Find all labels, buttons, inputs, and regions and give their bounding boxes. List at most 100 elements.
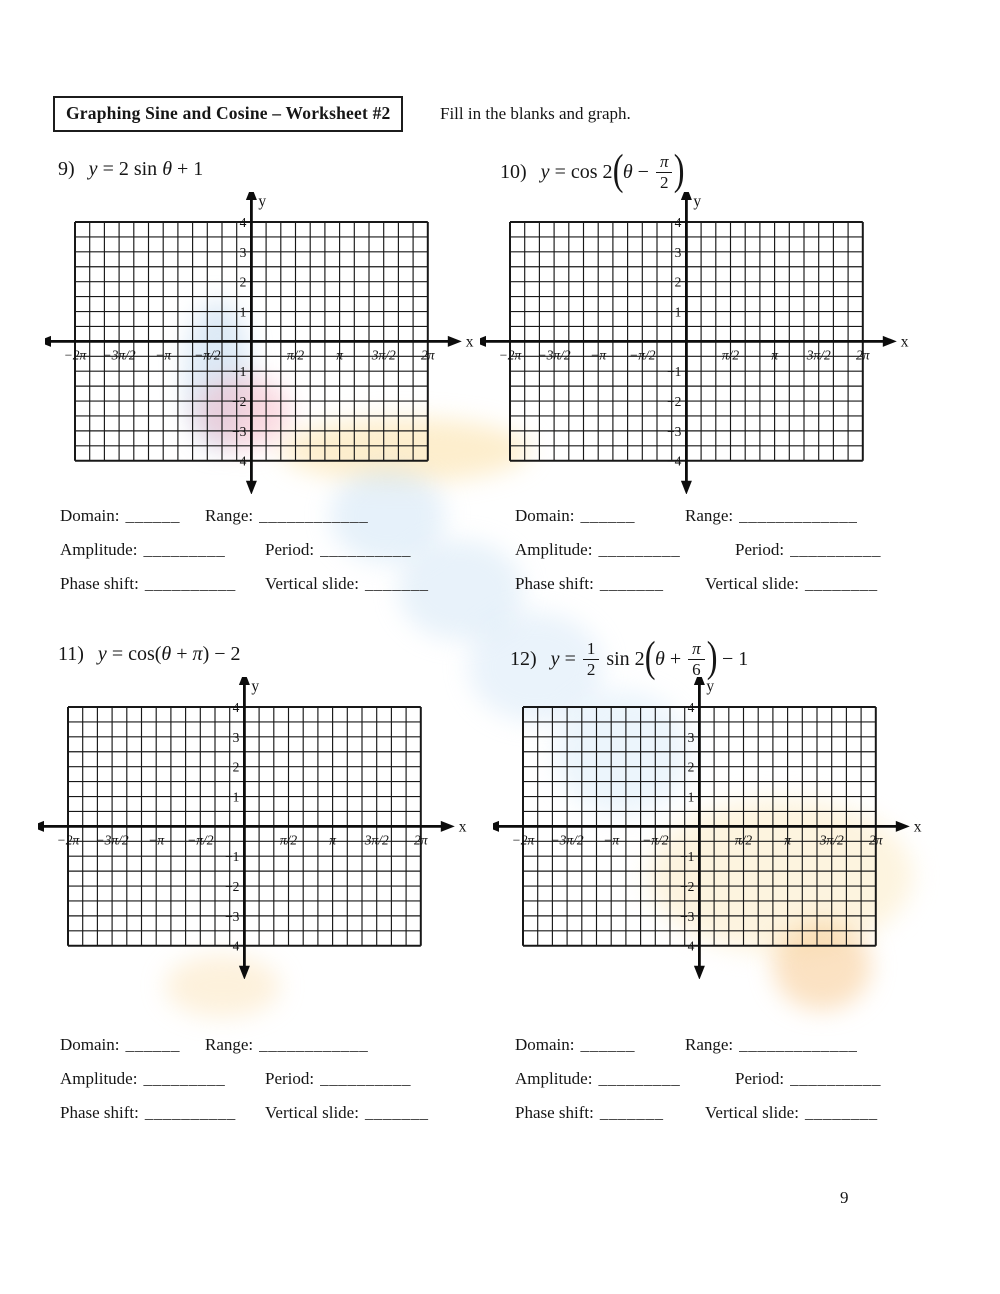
y-tick-label: 1 [233,790,240,805]
phase-shift-label: Phase shift: [515,574,594,593]
phase-shift-blank: _______ [599,574,664,593]
problem-9-equation: 9) y = 2 sin θ + 1 [58,158,204,180]
y-tick-label: −2 [680,879,694,894]
coordinate-grid: x y −2π −3π/2 −π −π/2 π/2 π 3π/2 2π 4 3 2 1 −1 −2 −3 −4 [485,671,922,980]
y-tick-label: 2 [233,760,240,775]
x-tick-label: π [771,347,779,362]
y-axis-up-arrow-icon [693,671,705,685]
domain-label: Domain: [60,506,120,525]
amplitude-label: Amplitude: [515,540,593,559]
problem-number: 11) [58,643,84,665]
period-blank: __________ [320,1069,412,1088]
phase-shift-label: Phase shift: [515,1103,594,1122]
x-tick-label: −π/2 [629,347,656,362]
domain-label: Domain: [515,1035,575,1054]
x-tick-label: π [784,832,792,847]
vertical-slide-label: Vertical slide: [265,574,359,593]
y-tick-label: 1 [240,305,247,320]
range-blank: ____________ [259,1035,369,1054]
period-blank: __________ [790,540,882,559]
graph-problem-10: x y −2π −3π/2 −π −π/2 π/2 π 3π/2 2π 4 3 2 1 −1 −2 −3 −4 [472,186,920,495]
x-axis-left-arrow-icon [37,335,51,347]
x-tick-label: π [329,832,337,847]
period-label: Period: [735,1069,785,1088]
x-tick-label: −π [155,347,172,362]
x-tick-label: −π/2 [194,347,221,362]
x-tick-label: −π [148,832,165,847]
x-tick-label: −π/2 [642,832,669,847]
y-tick-label: −4 [680,939,695,954]
y-axis-up-arrow-icon [680,186,692,200]
x-axis-label: x [466,333,474,350]
x-tick-label: −π [590,347,607,362]
problem-10-equation: 10) y = cos 2(θ − π 2) [500,147,686,194]
period-label: Period: [265,540,315,559]
x-tick-label: 2π [414,832,429,847]
y-tick-label: −3 [667,424,682,439]
y-tick-label: 4 [233,700,240,715]
x-tick-label: −2π [57,832,81,847]
x-axis-label: x [901,333,909,350]
y-tick-label: −4 [667,454,682,469]
y-tick-label: −1 [232,364,246,379]
x-tick-label: π/2 [280,832,298,847]
domain-label: Domain: [515,506,575,525]
y-axis-down-arrow-icon [680,480,692,495]
fields-problem-9: Domain: ______ Range: ____________ Amplitu… [60,506,429,608]
fields-problem-11: Domain: ______ Range: ____________ Amplitu… [60,1035,429,1137]
vertical-slide-label: Vertical slide: [265,1103,359,1122]
x-axis-left-arrow-icon [485,820,499,832]
worksheet-title: Graphing Sine and Cosine – Worksheet #2 [53,96,404,132]
x-tick-label: −3π/2 [551,832,584,847]
x-axis-right-arrow-icon [895,820,910,832]
amplitude-blank: _________ [143,540,226,559]
x-tick-label: π/2 [287,347,305,362]
y-tick-label: −2 [667,394,681,409]
domain-label: Domain: [60,1035,120,1054]
x-tick-label: −2π [64,347,88,362]
x-axis-label: x [459,818,467,835]
graph-problem-11: x y −2π −3π/2 −π −π/2 π/2 π 3π/2 2π 4 3 2 1 −1 −2 −3 −4 [30,671,478,980]
x-axis-right-arrow-icon [882,335,897,347]
amplitude-blank: _________ [598,540,681,559]
period-label: Period: [735,540,785,559]
x-tick-label: π [336,347,344,362]
x-tick-label: −π/2 [187,832,214,847]
y-tick-label: 3 [233,730,240,745]
y-axis-down-arrow-icon [238,965,250,980]
x-tick-label: −3π/2 [96,832,129,847]
y-tick-label: −4 [225,939,240,954]
vertical-slide-blank: _______ [364,1103,429,1122]
y-tick-label: −1 [680,849,694,864]
coordinate-grid: x y −2π −3π/2 −π −π/2 π/2 π 3π/2 2π 4 3 2 1 −1 −2 −3 −4 [37,186,474,495]
phase-shift-label: Phase shift: [60,574,139,593]
y-tick-label: −1 [225,849,239,864]
x-axis-left-arrow-icon [472,335,486,347]
problem-number: 9) [58,158,75,180]
y-tick-label: −3 [225,909,240,924]
range-label: Range: [685,1035,734,1054]
range-label: Range: [205,1035,254,1054]
y-axis-down-arrow-icon [245,480,257,495]
x-tick-label: π/2 [722,347,740,362]
x-tick-label: 2π [856,347,871,362]
x-tick-label: −π [603,832,620,847]
domain-blank: ______ [125,1035,181,1054]
amplitude-blank: _________ [143,1069,226,1088]
y-axis-label: y [251,678,259,695]
x-tick-label: −2π [512,832,536,847]
x-axis-label: x [914,818,922,835]
amplitude-label: Amplitude: [60,1069,138,1088]
y-tick-label: −2 [225,879,239,894]
problem-11-equation: 11) y = cos(θ + π) − 2 [58,643,241,665]
y-tick-label: 3 [688,730,695,745]
range-label: Range: [685,506,734,525]
fields-problem-10: Domain: ______ Range: _____________ Amplit… [515,506,881,608]
phase-shift-blank: __________ [144,1103,236,1122]
domain-blank: ______ [580,1035,636,1054]
y-tick-label: 1 [675,305,682,320]
x-tick-label: 2π [421,347,436,362]
